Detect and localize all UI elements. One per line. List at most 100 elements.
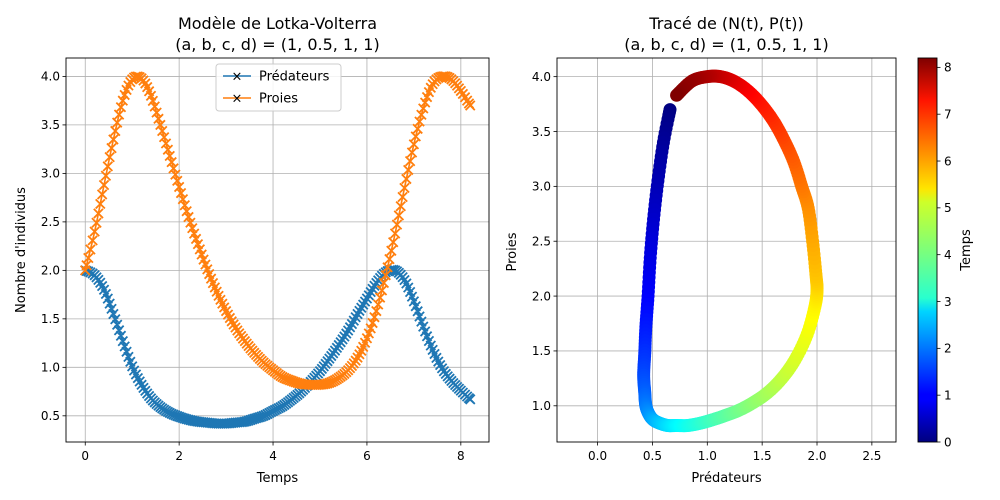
marker-proies xyxy=(91,217,102,228)
marker-proies xyxy=(404,155,416,167)
chart-left: Modèle de Lotka-Volterra (a, b, c, d) = … xyxy=(14,14,490,486)
chart-right-xtick-label: 1.0 xyxy=(698,449,717,463)
chart-right-trajectory xyxy=(637,69,824,433)
colorbar-gradient xyxy=(917,57,938,443)
chart-left-series xyxy=(80,70,476,429)
colorbar-tick-label: 3 xyxy=(944,295,952,309)
marker-proies xyxy=(115,101,127,113)
chart-left-title-line2: (a, b, c, d) = (1, 0.5, 1, 1) xyxy=(175,35,379,54)
marker-proies xyxy=(104,151,115,163)
marker-proies xyxy=(155,119,166,131)
marker-proies xyxy=(100,170,112,181)
marker-proies xyxy=(170,169,181,180)
colorbar: 0 1 2 3 4 5 6 7 8 Temps xyxy=(917,57,974,449)
series-line-proies xyxy=(84,75,471,386)
marker-proies xyxy=(157,125,168,137)
colorbar-label: Temps xyxy=(959,229,974,272)
marker-proies xyxy=(183,211,194,223)
marker-proies xyxy=(87,235,98,246)
colorbar-tick-label: 0 xyxy=(944,435,952,449)
marker-proies xyxy=(464,100,476,111)
marker-proies xyxy=(85,244,96,255)
chart-left-legend: × Prédateurs × Proies xyxy=(215,63,342,112)
marker-proies xyxy=(399,182,410,194)
marker-proies xyxy=(380,269,391,281)
marker-proies xyxy=(111,117,123,128)
marker-proies xyxy=(173,181,185,193)
marker-proies xyxy=(408,139,420,150)
chart-right-ytick-label: 1.5 xyxy=(532,344,551,358)
marker-proies xyxy=(106,142,117,154)
marker-predateurs xyxy=(111,319,123,330)
marker-proies xyxy=(98,179,110,191)
legend-label-proies: Proies xyxy=(259,92,298,107)
marker-proies xyxy=(151,107,162,118)
chart-right-xtick-label: 1.5 xyxy=(753,449,772,463)
marker-proies xyxy=(371,305,382,317)
marker-proies xyxy=(149,101,160,112)
chart-left-xtick-label: 8 xyxy=(457,449,465,463)
chart-left-xtick-label: 2 xyxy=(175,449,183,463)
marker-proies xyxy=(395,200,406,212)
legend-marker-predateurs: × xyxy=(232,70,243,85)
chart-left-xtick-label: 6 xyxy=(363,449,371,463)
marker-proies xyxy=(387,236,399,248)
chart-left-grid xyxy=(66,58,489,442)
marker-proies xyxy=(102,161,114,172)
marker-proies xyxy=(95,198,106,210)
marker-proies xyxy=(177,193,189,205)
colorbar-tick-label: 5 xyxy=(944,201,952,215)
marker-proies xyxy=(369,311,380,323)
chart-left-title-line1: Modèle de Lotka-Volterra xyxy=(178,14,377,33)
colorbar-tick-label: 2 xyxy=(944,342,952,356)
chart-left-ytick-label: 3.5 xyxy=(41,118,60,132)
legend-label-predateurs: Prédateurs xyxy=(259,70,330,85)
marker-proies xyxy=(160,138,172,149)
marker-proies xyxy=(93,208,104,219)
chart-left-ticks: 0 2 4 6 8 0.5 1.0 1.5 2.0 2.5 3.0 3.5 4.0 xyxy=(41,70,465,463)
marker-proies xyxy=(410,131,421,142)
chart-left-ytick-label: 0.5 xyxy=(41,409,60,423)
marker-proies xyxy=(401,173,412,185)
marker-proies xyxy=(418,103,429,114)
chart-right-ytick-label: 3.5 xyxy=(532,125,551,139)
chart-right-ticks: 0.0 0.5 1.0 1.5 2.0 2.5 1.0 1.5 2.0 2.5 3.0 3.5 4.0 xyxy=(532,70,882,463)
chart-right-ytick-label: 4.0 xyxy=(532,70,551,84)
chart-right: Tracé de (N(t), P(t)) (a, b, c, d) = (1,… xyxy=(505,14,897,486)
marker-proies xyxy=(406,147,418,158)
trajectory-point xyxy=(670,88,684,102)
marker-proies xyxy=(320,378,331,390)
marker-proies xyxy=(89,226,100,237)
colorbar-ticks: 0 1 2 3 4 5 6 7 8 xyxy=(937,61,952,449)
marker-proies xyxy=(438,70,450,82)
chart-right-xtick-label: 0.0 xyxy=(588,449,607,463)
marker-proies xyxy=(179,200,191,211)
marker-proies xyxy=(382,262,393,273)
marker-proies xyxy=(113,109,125,120)
chart-right-title-line1: Tracé de (N(t), P(t)) xyxy=(648,14,803,33)
colorbar-tick-label: 4 xyxy=(944,248,952,262)
chart-right-xtick-label: 2.0 xyxy=(807,449,826,463)
marker-proies xyxy=(372,299,384,310)
series-predateurs xyxy=(80,264,476,429)
marker-proies xyxy=(172,175,183,187)
marker-proies xyxy=(376,285,388,296)
marker-proies xyxy=(117,95,129,106)
marker-proies xyxy=(389,228,401,239)
legend-marker-proies: × xyxy=(232,92,243,107)
colorbar-tick-label: 6 xyxy=(944,154,952,168)
marker-proies xyxy=(378,277,390,289)
marker-proies xyxy=(393,210,405,221)
marker-proies xyxy=(384,253,395,265)
marker-proies xyxy=(168,163,179,174)
marker-proies xyxy=(158,131,170,143)
marker-proies xyxy=(386,245,397,256)
marker-proies xyxy=(391,219,403,230)
colorbar-tick-label: 8 xyxy=(944,61,952,75)
chart-left-ytick-label: 3.0 xyxy=(41,167,60,181)
chart-right-xlabel: Prédateurs xyxy=(691,471,762,486)
chart-left-ytick-label: 1.5 xyxy=(41,312,60,326)
chart-left-xtick-label: 0 xyxy=(81,449,89,463)
chart-left-frame xyxy=(65,57,490,443)
